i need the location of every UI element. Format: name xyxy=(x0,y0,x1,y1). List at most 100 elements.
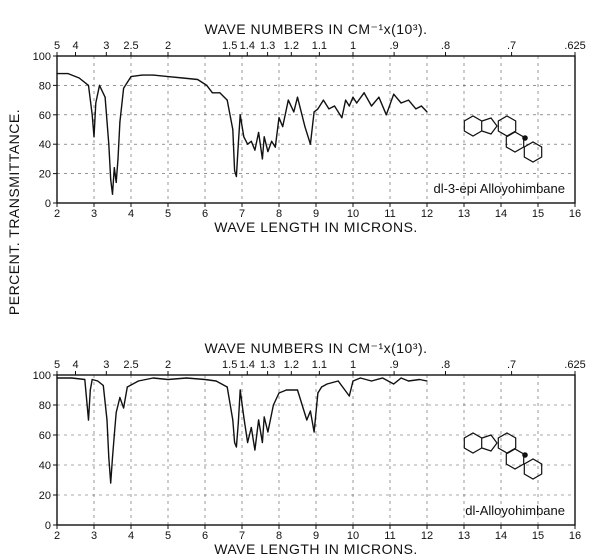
data-point xyxy=(237,422,239,424)
y-tick-label: 20 xyxy=(39,169,51,181)
data-point xyxy=(285,389,287,391)
top-tick-label: 1.5 xyxy=(222,359,237,371)
data-point xyxy=(167,75,169,78)
data-point xyxy=(111,456,114,459)
data-point xyxy=(263,136,265,138)
data-point xyxy=(313,431,315,433)
data-point xyxy=(400,377,402,379)
data-point xyxy=(234,441,236,444)
data-point xyxy=(426,111,428,113)
y-tick-label: 80 xyxy=(39,80,51,92)
stereo-dot xyxy=(522,135,528,141)
data-point xyxy=(87,419,90,421)
data-point xyxy=(89,389,91,391)
data-point xyxy=(272,404,275,406)
x-tick-label: 16 xyxy=(569,530,581,542)
chemical-structure-drawing xyxy=(463,432,543,480)
data-point xyxy=(206,84,208,86)
data-point xyxy=(215,380,217,382)
shared-y-axis-label: PERCENT. TRANSMITTANCE. xyxy=(6,109,22,315)
top-tick-label: .625 xyxy=(564,359,585,371)
data-point xyxy=(226,99,228,101)
data-point xyxy=(400,102,402,104)
data-point xyxy=(393,93,395,95)
x-tick-label: 6 xyxy=(202,208,208,220)
pyrrole-ring xyxy=(481,434,498,452)
y-tick-label: 40 xyxy=(39,139,51,151)
y-tick-label: 40 xyxy=(39,460,51,472)
top-tick-label: 2.5 xyxy=(123,40,138,52)
data-point xyxy=(317,392,319,394)
data-point xyxy=(84,378,86,381)
x-tick-label: 3 xyxy=(91,530,97,542)
top-tick-label: 5 xyxy=(54,359,60,371)
data-point xyxy=(304,125,306,128)
data-point xyxy=(254,149,256,151)
x-tick-label: 11 xyxy=(384,530,395,542)
data-point xyxy=(359,377,361,379)
data-point xyxy=(137,380,139,382)
x-tick-label: 11 xyxy=(384,208,395,220)
data-point xyxy=(93,136,95,138)
data-point xyxy=(348,395,350,397)
data-point xyxy=(115,181,117,184)
top-tick-label: 1.3 xyxy=(260,40,275,52)
data-point xyxy=(393,383,395,385)
data-point xyxy=(385,114,387,116)
data-point xyxy=(407,380,410,382)
x-tick-label: 8 xyxy=(276,208,282,220)
x-tick-label: 14 xyxy=(495,530,507,542)
data-point xyxy=(97,380,99,382)
data-point xyxy=(419,378,421,381)
cyclohexane-ring xyxy=(523,458,543,480)
quinolizidine-ring xyxy=(505,448,525,470)
data-point xyxy=(370,380,373,382)
data-point xyxy=(67,73,69,75)
data-point xyxy=(313,111,315,113)
data-point xyxy=(78,77,80,79)
data-point xyxy=(232,419,234,421)
data-point xyxy=(123,87,125,89)
data-point xyxy=(267,431,269,433)
data-point xyxy=(254,449,256,451)
top-tick-label: 1.2 xyxy=(284,359,299,371)
top-tick-label: 2 xyxy=(165,40,171,52)
data-point xyxy=(370,105,373,107)
data-point xyxy=(243,416,245,418)
data-point xyxy=(56,377,58,379)
x-tick-label: 15 xyxy=(532,530,544,542)
x-tick-label: 2 xyxy=(54,208,60,220)
data-point xyxy=(274,146,276,148)
top-tick-label: .625 xyxy=(564,40,585,52)
x-tick-label: 4 xyxy=(128,208,134,220)
top-tick-label: 2 xyxy=(165,359,171,371)
data-point xyxy=(232,128,234,131)
data-point xyxy=(234,170,236,172)
top-tick-label: 1.1 xyxy=(312,359,327,371)
x-tick-label: 13 xyxy=(458,208,470,220)
data-point xyxy=(352,380,354,382)
data-point xyxy=(115,411,117,414)
top-tick-label: 1.3 xyxy=(260,359,275,371)
data-point xyxy=(348,105,350,107)
x-tick-label: 8 xyxy=(276,530,282,542)
data-point xyxy=(282,125,284,128)
x-tick-label: 9 xyxy=(313,208,319,220)
data-point xyxy=(108,143,110,145)
data-point xyxy=(415,108,417,110)
top-tick-label: 4 xyxy=(72,40,78,52)
top-axis-title: WAVE NUMBERS IN CM⁻¹x(10³). xyxy=(204,21,427,37)
data-point xyxy=(239,389,241,391)
data-point xyxy=(102,384,104,387)
data-point xyxy=(333,105,336,107)
data-point xyxy=(420,105,423,107)
top-tick-label: 1 xyxy=(350,359,356,371)
x-tick-label: 7 xyxy=(239,530,245,542)
data-point xyxy=(95,102,97,104)
top-tick-label: 4 xyxy=(72,359,78,371)
data-point xyxy=(382,377,384,379)
top-tick-label: 1.4 xyxy=(240,359,255,371)
x-tick-label: 10 xyxy=(347,208,359,220)
data-point xyxy=(111,193,114,195)
data-point xyxy=(113,434,115,436)
